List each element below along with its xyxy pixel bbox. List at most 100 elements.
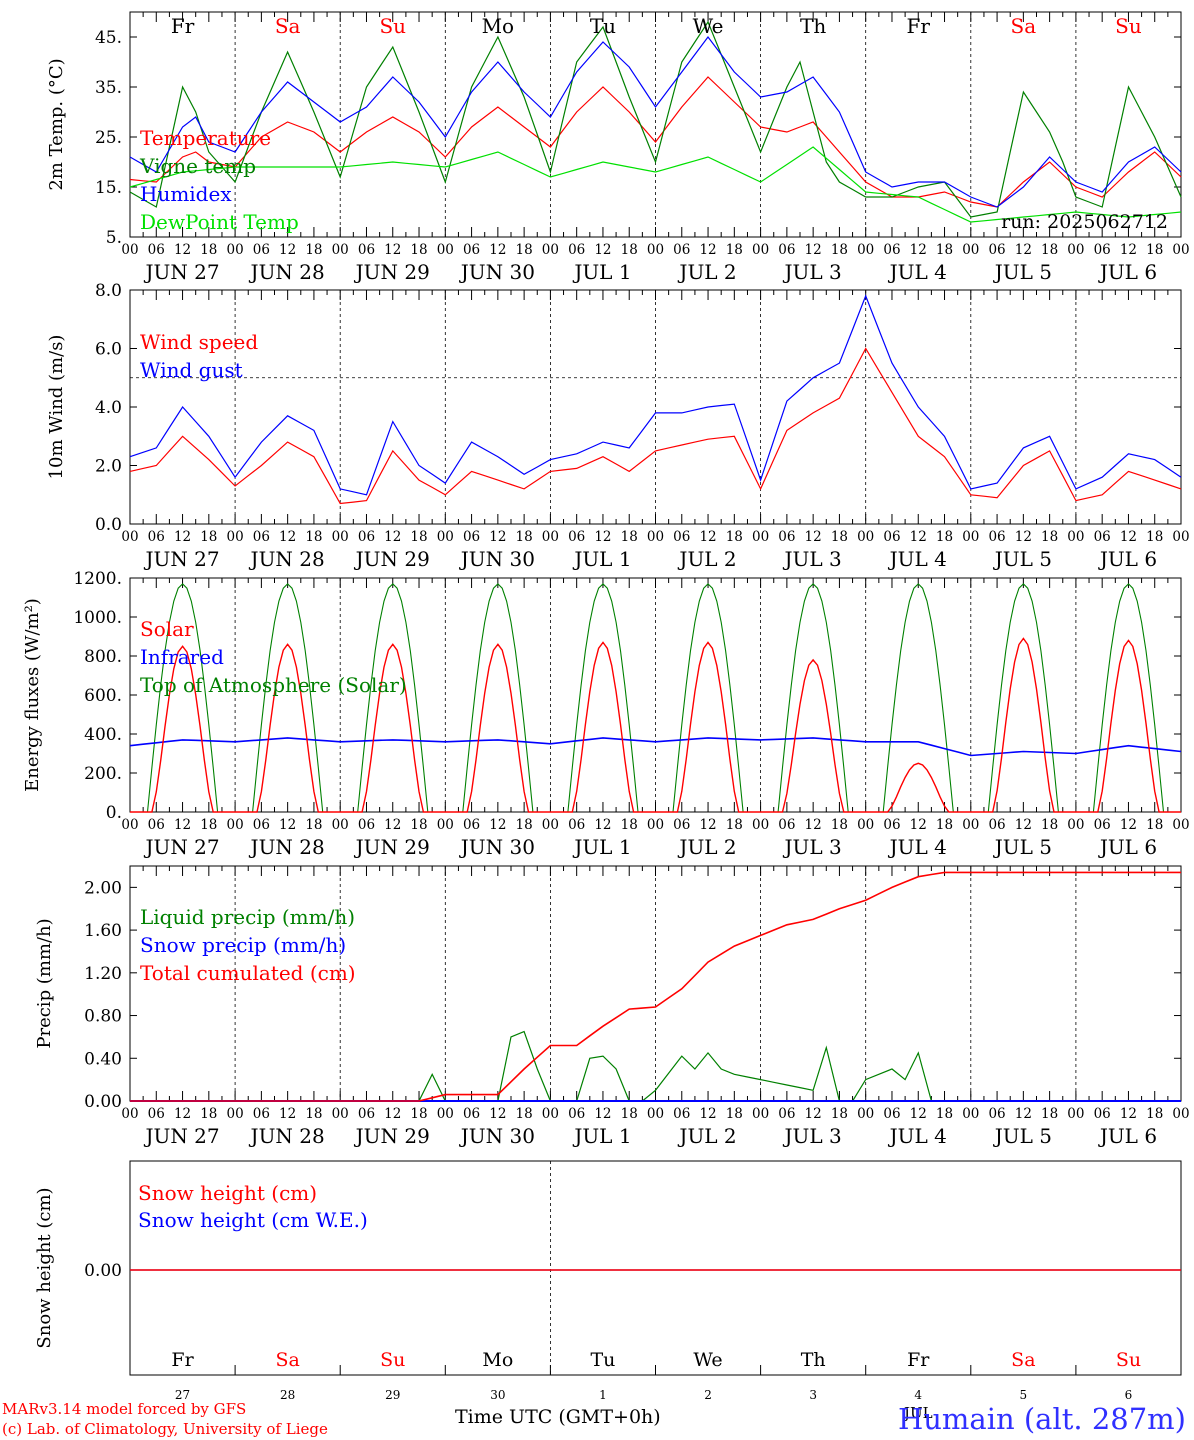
temp-x-tick-label: 12 bbox=[910, 242, 927, 258]
temp-x-tick-label: 06 bbox=[988, 242, 1005, 258]
snow-weekday-label: We bbox=[693, 1349, 722, 1371]
energy-series-solar bbox=[130, 637, 1181, 813]
wind-date-label: JUL 2 bbox=[677, 547, 736, 571]
energy-date-label: JUN 29 bbox=[354, 835, 430, 859]
precip-x-tick-label: 06 bbox=[883, 1106, 900, 1122]
precip-legend-entry: Liquid precip (mm/h) bbox=[140, 905, 355, 929]
temp-x-tick-label: 00 bbox=[857, 242, 874, 258]
precip-x-tick-label: 12 bbox=[805, 1106, 822, 1122]
precip-x-tick-label: 00 bbox=[752, 1106, 769, 1122]
x-axis-title: Time UTC (GMT+0h) bbox=[455, 1406, 661, 1428]
snow-weekday-label: Fr bbox=[171, 1349, 194, 1371]
energy-x-tick-label: 12 bbox=[174, 817, 191, 833]
temp-x-tick-label: 18 bbox=[516, 242, 533, 258]
wind-date-label: JUL 1 bbox=[572, 547, 631, 571]
wind-x-tick-label: 18 bbox=[1146, 529, 1163, 545]
wind-x-tick-label: 06 bbox=[148, 529, 165, 545]
temp-x-tick-label: 06 bbox=[1094, 242, 1111, 258]
temp-date-label: JUL 3 bbox=[783, 260, 842, 284]
temp-weekday-label: We bbox=[693, 14, 724, 38]
energy-x-tick-label: 00 bbox=[857, 817, 874, 833]
snow-weekday-label: Su bbox=[380, 1349, 405, 1371]
energy-x-tick-label: 06 bbox=[358, 817, 375, 833]
temp-y-tick-label: 5. bbox=[106, 228, 122, 248]
temp-weekday-label: Tu bbox=[590, 14, 616, 38]
precip-x-tick-label: 12 bbox=[910, 1106, 927, 1122]
temp-x-tick-label: 18 bbox=[831, 242, 848, 258]
temp-date-label: JUL 5 bbox=[993, 260, 1052, 284]
energy-x-tick-label: 00 bbox=[542, 817, 559, 833]
wind-date-label: JUN 30 bbox=[459, 547, 535, 571]
energy-x-tick-label: 06 bbox=[253, 817, 270, 833]
temp-date-label: JUL 1 bbox=[572, 260, 631, 284]
precip-date-label: JUL 4 bbox=[888, 1124, 947, 1148]
energy-x-tick-label: 12 bbox=[910, 817, 927, 833]
energy-y-axis-label: Energy fluxes (W/m²) bbox=[22, 598, 43, 792]
temp-legend-entry: DewPoint Temp bbox=[140, 210, 299, 234]
energy-date-label: JUN 28 bbox=[249, 835, 325, 859]
wind-x-tick-label: 00 bbox=[227, 529, 244, 545]
precip-x-tick-label: 06 bbox=[358, 1106, 375, 1122]
wind-y-tick-label: 6.0 bbox=[95, 340, 122, 360]
energy-x-tick-label: 18 bbox=[200, 817, 217, 833]
precip-y-tick-label: 0.80 bbox=[84, 1007, 122, 1027]
precip-date-label: JUL 5 bbox=[993, 1124, 1052, 1148]
temp-x-tick-label: 18 bbox=[1041, 242, 1058, 258]
wind-x-tick-label: 12 bbox=[910, 529, 927, 545]
energy-x-tick-label: 00 bbox=[752, 817, 769, 833]
energy-x-tick-label: 18 bbox=[410, 817, 427, 833]
wind-x-tick-label: 06 bbox=[988, 529, 1005, 545]
snow-day-number: 28 bbox=[280, 1388, 295, 1402]
temp-legend-entry: Temperature bbox=[140, 126, 271, 150]
run-label: run: 2025062712 bbox=[1001, 211, 1168, 233]
precip-y-tick-label: 1.60 bbox=[84, 921, 122, 941]
energy-x-tick-label: 00 bbox=[1067, 817, 1084, 833]
energy-x-tick-label: 12 bbox=[1015, 817, 1032, 833]
precip-x-tick-label: 12 bbox=[279, 1106, 296, 1122]
wind-date-label: JUN 27 bbox=[143, 547, 219, 571]
temp-x-tick-label: 18 bbox=[410, 242, 427, 258]
energy-series-infrared bbox=[129, 737, 1182, 757]
energy-y-tick-label: 600. bbox=[84, 686, 122, 706]
wind-x-tick-label: 12 bbox=[1120, 529, 1137, 545]
temp-date-label: JUN 29 bbox=[354, 260, 430, 284]
snow-legend-entry: Snow height (cm W.E.) bbox=[138, 1208, 368, 1232]
energy-y-tick-label: 800. bbox=[84, 647, 122, 667]
wind-x-tick-label: 00 bbox=[542, 529, 559, 545]
temp-frame bbox=[129, 11, 1182, 238]
temp-legend-entry: Vigne temp bbox=[139, 154, 256, 178]
temp-series-dewpoint-temp bbox=[129, 146, 1182, 223]
energy-y-tick-label: 0. bbox=[106, 803, 122, 823]
precip-x-tick-label: 18 bbox=[305, 1106, 322, 1122]
wind-x-tick-label: 06 bbox=[358, 529, 375, 545]
temp-weekday-label: Sa bbox=[275, 14, 301, 38]
wind-x-tick-label: 06 bbox=[778, 529, 795, 545]
temp-x-tick-label: 00 bbox=[1067, 242, 1084, 258]
temp-x-tick-label: 00 bbox=[121, 242, 138, 258]
wind-x-tick-label: 00 bbox=[752, 529, 769, 545]
wind-x-tick-label: 06 bbox=[1094, 529, 1111, 545]
temp-y-tick-label: 45. bbox=[95, 28, 122, 48]
energy-legend-entry: Infrared bbox=[140, 645, 224, 669]
temp-x-tick-label: 12 bbox=[174, 242, 191, 258]
temp-weekday-label: Th bbox=[800, 14, 826, 38]
wind-x-tick-label: 00 bbox=[857, 529, 874, 545]
temp-x-tick-label: 12 bbox=[279, 242, 296, 258]
precip-x-tick-label: 18 bbox=[1146, 1106, 1163, 1122]
precip-x-tick-label: 12 bbox=[384, 1106, 401, 1122]
energy-x-tick-label: 00 bbox=[227, 817, 244, 833]
precip-x-tick-label: 00 bbox=[1067, 1106, 1084, 1122]
temp-y-tick-label: 35. bbox=[95, 78, 122, 98]
wind-date-label: JUL 4 bbox=[888, 547, 947, 571]
snow-day-number: 1 bbox=[599, 1388, 607, 1402]
energy-date-label: JUN 27 bbox=[143, 835, 219, 859]
wind-y-tick-label: 4.0 bbox=[95, 398, 122, 418]
temp-x-tick-label: 12 bbox=[699, 242, 716, 258]
temp-x-tick-label: 00 bbox=[227, 242, 244, 258]
energy-x-tick-label: 12 bbox=[489, 817, 506, 833]
snow-weekday-label: Th bbox=[801, 1349, 826, 1371]
temp-x-tick-label: 18 bbox=[726, 242, 743, 258]
energy-date-label: JUL 2 bbox=[677, 835, 736, 859]
precip-date-label: JUN 29 bbox=[354, 1124, 430, 1148]
wind-x-tick-label: 12 bbox=[384, 529, 401, 545]
